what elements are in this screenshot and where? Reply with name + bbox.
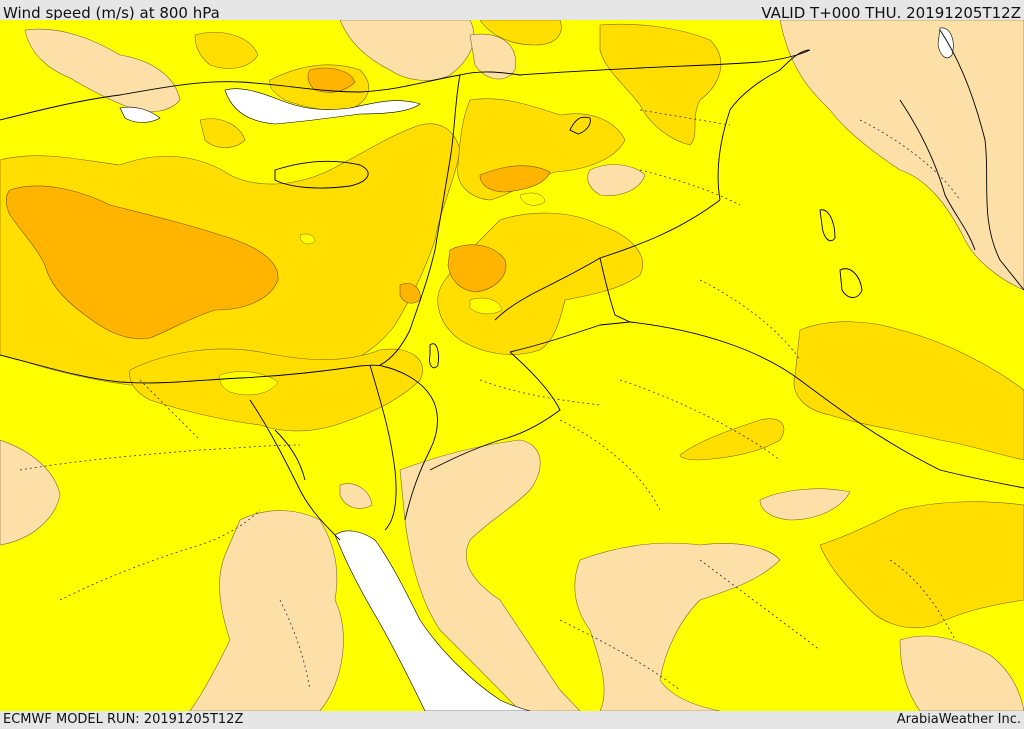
valid-time-label: VALID T+000 THU. 20191205T12Z	[761, 4, 1021, 22]
credit-label: ArabiaWeather Inc.	[896, 712, 1021, 727]
fresh-wind-areas	[5, 67, 551, 340]
country-borders	[0, 29, 1024, 541]
admin-boundaries	[19, 109, 961, 691]
wind-speed-map	[0, 20, 1024, 711]
map-title: Wind speed (m/s) at 800 hPa	[3, 4, 220, 22]
calm-wind-areas	[0, 20, 1024, 711]
no-data-areas	[119, 27, 954, 711]
model-run-label: ECMWF MODEL RUN: 20191205T12Z	[3, 712, 244, 727]
light-wind-pockets	[219, 192, 546, 396]
